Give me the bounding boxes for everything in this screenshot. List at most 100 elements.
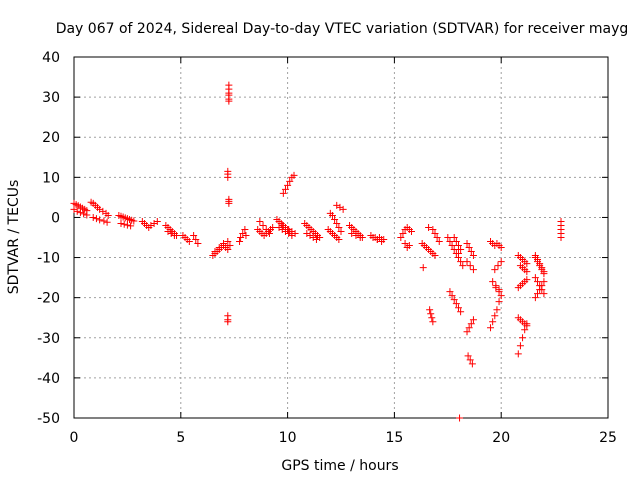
data-point xyxy=(356,234,364,241)
x-tick-label: 15 xyxy=(385,430,403,446)
data-point xyxy=(435,238,443,246)
data-point xyxy=(467,320,475,328)
data-point xyxy=(190,231,198,239)
data-point xyxy=(495,298,503,306)
data-point xyxy=(290,171,298,179)
data-point xyxy=(328,211,336,219)
data-point xyxy=(450,246,458,254)
data-point xyxy=(73,207,81,215)
data-point xyxy=(224,238,232,246)
data-point xyxy=(450,234,458,241)
data-point xyxy=(540,268,548,276)
plot-frame xyxy=(73,56,609,419)
data-point xyxy=(333,219,341,227)
data-point xyxy=(226,242,234,250)
data-point xyxy=(489,278,497,286)
data-point xyxy=(463,328,471,336)
data-point xyxy=(497,292,505,300)
x-tick-label: 10 xyxy=(279,430,297,446)
data-point xyxy=(433,234,441,241)
data-point xyxy=(185,238,193,246)
data-point xyxy=(378,238,386,246)
data-point xyxy=(428,314,436,322)
data-point xyxy=(534,290,542,298)
data-point xyxy=(104,211,112,219)
data-point xyxy=(130,217,138,225)
data-point xyxy=(523,276,531,284)
y-tick-label: 10 xyxy=(42,170,60,186)
data-point xyxy=(399,229,407,237)
x-tick-label: 5 xyxy=(176,430,185,446)
data-point xyxy=(465,244,473,252)
data-point xyxy=(523,268,531,276)
data-point xyxy=(494,262,502,270)
grid xyxy=(74,57,608,418)
data-point xyxy=(80,210,88,218)
data-point xyxy=(464,352,472,360)
data-point xyxy=(225,199,233,207)
data-point xyxy=(452,300,460,308)
data-point xyxy=(431,229,439,237)
data-point xyxy=(469,266,477,274)
data-point xyxy=(401,240,409,248)
data-point xyxy=(225,97,233,105)
x-tick-label: 0 xyxy=(70,430,79,446)
data-point xyxy=(431,252,439,260)
data-point xyxy=(536,286,544,294)
data-point xyxy=(540,278,548,286)
data-point xyxy=(456,414,464,422)
data-point xyxy=(469,316,477,324)
data-point xyxy=(463,240,471,248)
axis-ticks: 0 5 10 15 20 25 40 30 20 10 0 -10 -20 -30 -40 -50 xyxy=(37,50,617,446)
data-point xyxy=(523,260,531,268)
data-point xyxy=(348,229,356,237)
y-tick-label: -40 xyxy=(37,371,60,387)
data-point xyxy=(446,288,454,296)
data-point xyxy=(103,218,111,226)
data-point xyxy=(256,217,264,225)
data-point xyxy=(429,318,437,326)
data-point xyxy=(523,322,531,330)
data-point xyxy=(457,308,465,316)
data-point xyxy=(83,211,91,219)
data-point xyxy=(92,215,100,223)
data-point xyxy=(279,189,287,197)
data-point xyxy=(531,252,539,260)
data-point xyxy=(224,318,232,326)
x-tick-label: 20 xyxy=(492,430,510,446)
x-tick-label: 25 xyxy=(599,430,617,446)
data-point xyxy=(89,213,97,221)
data-point xyxy=(242,231,250,239)
data-point xyxy=(224,173,232,181)
data-point xyxy=(534,278,542,286)
data-point xyxy=(236,238,244,246)
data-point xyxy=(457,246,465,254)
data-point xyxy=(426,306,434,314)
data-point xyxy=(540,290,548,298)
data-point xyxy=(331,215,339,223)
data-point xyxy=(466,356,474,364)
data-point xyxy=(241,225,249,233)
data-point xyxy=(467,248,475,256)
data-point xyxy=(469,252,477,260)
data-point xyxy=(457,258,465,266)
data-point xyxy=(211,248,219,256)
data-point xyxy=(427,310,435,318)
data-point xyxy=(538,282,546,290)
data-point xyxy=(536,260,544,268)
data-point xyxy=(337,227,345,235)
data-point xyxy=(557,234,565,241)
x-axis-label: GPS time / hours xyxy=(281,458,398,474)
data-point xyxy=(497,258,505,266)
data-point xyxy=(117,219,125,227)
data-point xyxy=(335,223,343,231)
y-tick-label: 40 xyxy=(42,50,60,66)
data-point xyxy=(448,292,456,300)
data-point xyxy=(429,225,437,233)
data-point xyxy=(281,185,289,193)
data-point xyxy=(531,274,539,282)
data-point xyxy=(123,221,131,229)
data-point xyxy=(446,238,454,246)
data-point xyxy=(519,334,527,342)
data-point xyxy=(448,242,456,250)
